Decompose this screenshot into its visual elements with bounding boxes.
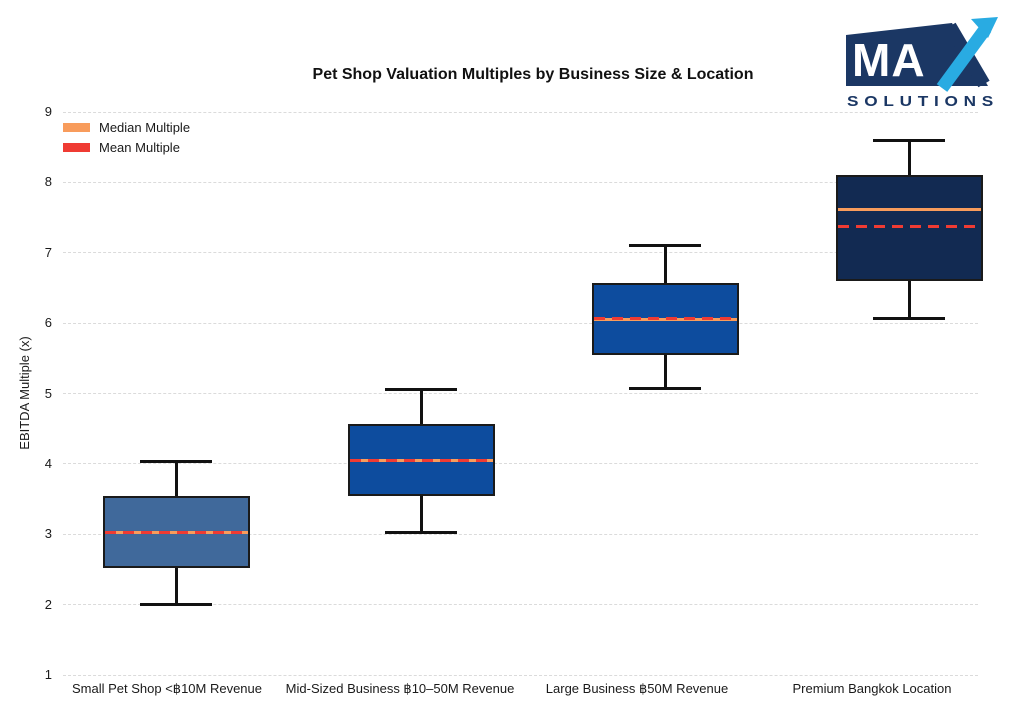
legend-label-mean: Mean Multiple	[99, 140, 180, 155]
gridline-y7	[63, 252, 978, 254]
whisker-cap-high	[140, 459, 212, 463]
x-tick-label: Premium Bangkok Location	[792, 681, 952, 696]
mean-line	[349, 458, 493, 462]
legend-item-mean: Mean Multiple	[63, 140, 190, 155]
y-tick-label-8: 8	[44, 174, 52, 190]
whisker-cap-high	[629, 244, 701, 248]
gridline-y1	[63, 674, 978, 676]
y-tick-label-2: 2	[44, 596, 52, 612]
y-tick-label-5: 5	[44, 385, 52, 401]
logo-subtitle-text: SOLUTIONS	[847, 93, 999, 110]
whisker-cap-low	[629, 387, 701, 391]
mean-line	[593, 317, 737, 321]
gridline-y9	[63, 111, 978, 113]
gridline-y3	[63, 533, 978, 535]
x-tick-label: Mid-Sized Business ฿10–50M Revenue	[285, 681, 515, 696]
max-solutions-logo: MA SOLUTIONS	[846, 17, 999, 110]
gridline-y6	[63, 322, 978, 324]
y-tick-label-7: 7	[44, 244, 52, 260]
logo-arrowhead-icon	[971, 17, 998, 38]
mean-swatch	[63, 143, 90, 152]
whisker-cap-low	[873, 316, 945, 320]
whisker-cap-high	[873, 138, 945, 142]
median-swatch	[63, 123, 90, 132]
y-tick-label-4: 4	[44, 455, 52, 471]
x-tick-label: Small Pet Shop <฿10M Revenue	[71, 681, 263, 696]
box-iqr	[835, 175, 983, 281]
mean-line	[837, 224, 981, 228]
gridline-y5	[63, 393, 978, 394]
y-tick-label-1: 1	[44, 667, 52, 682]
whisker-cap-low	[140, 603, 212, 607]
mean-line	[104, 531, 248, 535]
y-tick-label-6: 6	[44, 315, 52, 331]
whisker-cap-high	[385, 387, 457, 391]
y-tick-label-3: 3	[44, 526, 52, 542]
gridline-y8	[63, 181, 978, 183]
chart-title: Pet Shop Valuation Multiples by Business…	[312, 66, 754, 83]
legend: Median Multiple Mean Multiple	[63, 120, 190, 160]
legend-label-median: Median Multiple	[99, 120, 191, 135]
y-tick-label-9: 9	[44, 104, 52, 119]
gridline-y4	[63, 463, 978, 465]
gridline-y2	[63, 604, 978, 606]
whisker-cap-low	[385, 530, 457, 534]
legend-item-median: Median Multiple	[63, 120, 190, 135]
median-line	[837, 207, 981, 211]
x-tick-label: Large Business ฿50M Revenue	[545, 681, 729, 696]
logo-ma-text: MA	[852, 34, 926, 86]
logo-x-arrow-stroke	[936, 24, 992, 92]
